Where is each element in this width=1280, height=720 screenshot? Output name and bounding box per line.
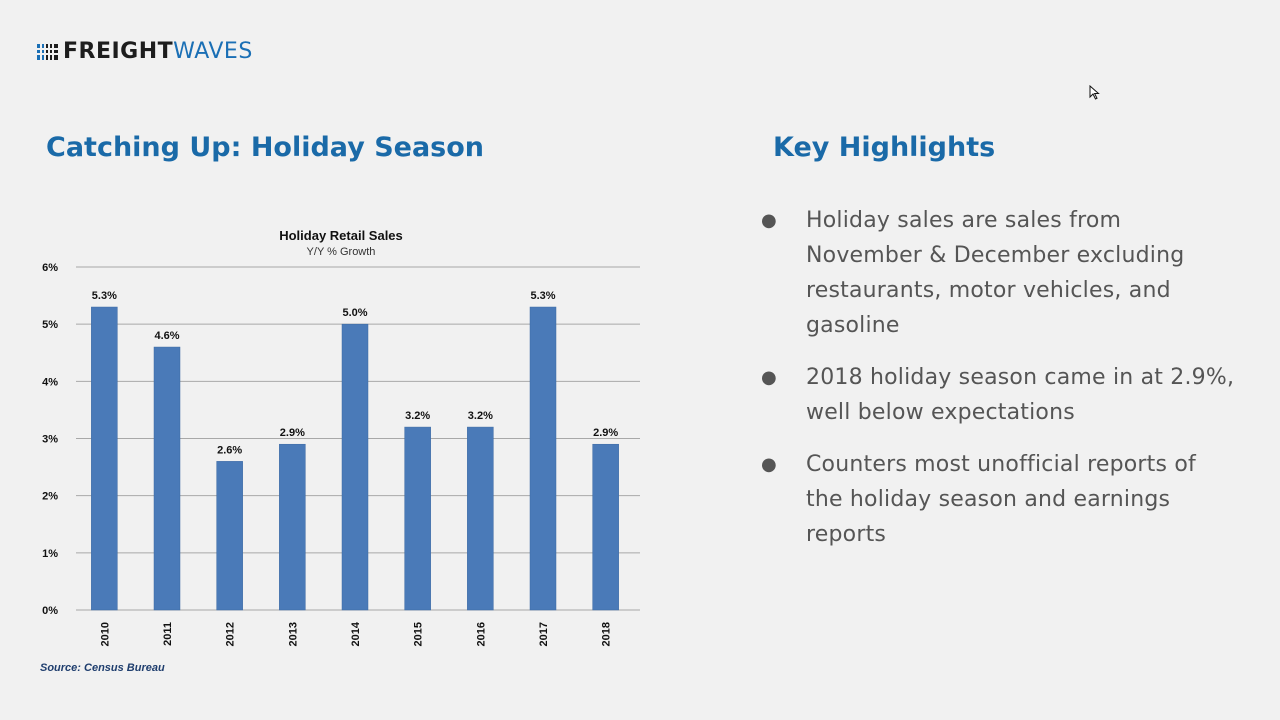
chart-subtitle: Y/Y % Growth [307, 246, 376, 258]
chart-bar-2016 [467, 426, 494, 611]
section-title-chart: Catching Up: Holiday Season [46, 132, 485, 163]
bullet-icon: ● [761, 454, 777, 475]
chart-bar-2015 [404, 426, 431, 611]
chart-bar-2011 [153, 346, 181, 611]
chart-bar-2014 [341, 323, 369, 611]
logo-text-bold: FREIGHT [63, 39, 174, 64]
chart-y-tick-label: 6% [42, 262, 58, 274]
chart-bar-2012 [216, 461, 243, 611]
chart-data-label-2011: 4.6% [154, 330, 179, 342]
chart-data-label-2015: 3.2% [405, 410, 430, 422]
chart-x-tick-label: 2016 [475, 622, 487, 646]
bullet-icon: ● [761, 210, 777, 231]
chart-canvas: Holiday Retail Sales Y/Y % Growth 0% 1% 2%… [42, 228, 640, 646]
chart-x-axis: 2010 2011 2012 2013 2014 2015 2016 2017 2018 [99, 621, 612, 646]
bullet-icon: ● [761, 367, 777, 388]
key-highlights-list: ● Holiday sales are sales from November … [758, 203, 1238, 569]
highlight-text: Holiday sales are sales from November & … [806, 208, 1185, 338]
chart-data-label-2017: 5.3% [530, 290, 555, 302]
chart-data-label-2012: 2.6% [217, 444, 242, 456]
chart-y-tick-label: 0% [42, 605, 58, 617]
highlight-item: ● 2018 holiday season came in at 2.9%, w… [758, 360, 1238, 430]
chart-source: Source: Census Bureau [40, 662, 165, 674]
chart-data-labels: 5.3% 4.6% 2.6% 2.9% 5.0% 3.2% 3.2% 5.3% 2.9% [92, 290, 619, 456]
logo-mark-icon [37, 44, 58, 60]
chart-x-tick-label: 2013 [287, 622, 299, 646]
highlight-text: Counters most unofficial reports of the … [806, 452, 1196, 547]
chart-y-tick-label: 1% [42, 548, 58, 560]
chart-data-label-2013: 2.9% [280, 427, 305, 439]
chart-bar-2017 [529, 306, 557, 611]
chart-data-label-2014: 5.0% [342, 307, 367, 319]
chart-bar-2013 [279, 443, 306, 611]
chart-bar-2018 [592, 443, 619, 611]
chart-y-axis: 0% 1% 2% 3% 4% 5% 6% [42, 262, 58, 617]
highlight-item: ● Counters most unofficial reports of th… [758, 447, 1238, 552]
chart-y-tick-label: 2% [42, 491, 58, 503]
chart-y-tick-label: 5% [42, 319, 58, 331]
chart-bar-2010 [91, 306, 118, 611]
highlight-text: 2018 holiday season came in at 2.9%, wel… [806, 365, 1235, 425]
holiday-sales-chart: Holiday Retail Sales Y/Y % Growth 0% 1% 2%… [30, 222, 650, 682]
chart-x-tick-label: 2017 [538, 622, 550, 646]
logo-text: FREIGHTWAVES [63, 40, 253, 64]
section-title-highlights: Key Highlights [773, 132, 996, 163]
chart-bars [91, 306, 619, 611]
chart-y-tick-label: 4% [42, 376, 58, 388]
chart-data-label-2018: 2.9% [593, 427, 618, 439]
mouse-cursor-icon [1089, 85, 1100, 100]
chart-x-tick-label: 2015 [413, 622, 425, 646]
highlight-item: ● Holiday sales are sales from November … [758, 203, 1238, 343]
chart-x-tick-label: 2012 [225, 622, 237, 646]
freightwaves-logo: FREIGHTWAVES [37, 40, 253, 64]
logo-text-light: WAVES [173, 39, 253, 64]
chart-x-tick-label: 2011 [162, 622, 174, 646]
chart-x-tick-label: 2018 [601, 622, 613, 646]
chart-data-label-2010: 5.3% [92, 290, 117, 302]
chart-y-tick-label: 3% [42, 434, 58, 446]
chart-x-tick-label: 2014 [350, 621, 362, 646]
chart-x-tick-label: 2010 [99, 622, 111, 646]
chart-title: Holiday Retail Sales [279, 228, 403, 243]
chart-data-label-2016: 3.2% [468, 410, 493, 422]
